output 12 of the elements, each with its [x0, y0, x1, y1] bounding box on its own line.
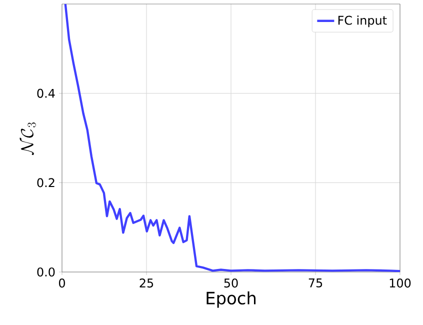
legend-label: FC input	[338, 16, 387, 28]
x-tick-label: 50	[224, 278, 238, 288]
y-axis-title: $\mathcal{NC}_3$	[20, 122, 36, 156]
y-tick-label: 0.4	[37, 88, 55, 98]
x-tick-label: 100	[390, 278, 411, 288]
x-tick-label: 0	[58, 278, 66, 288]
y-tick-label: 0.0	[37, 267, 55, 277]
line-series	[64, 4, 400, 272]
x-tick-label: 25	[140, 278, 154, 288]
x-axis-title: Epoch	[206, 291, 256, 308]
x-tick-label: 75	[308, 278, 322, 288]
y-tick-label: 0.2	[37, 178, 54, 188]
